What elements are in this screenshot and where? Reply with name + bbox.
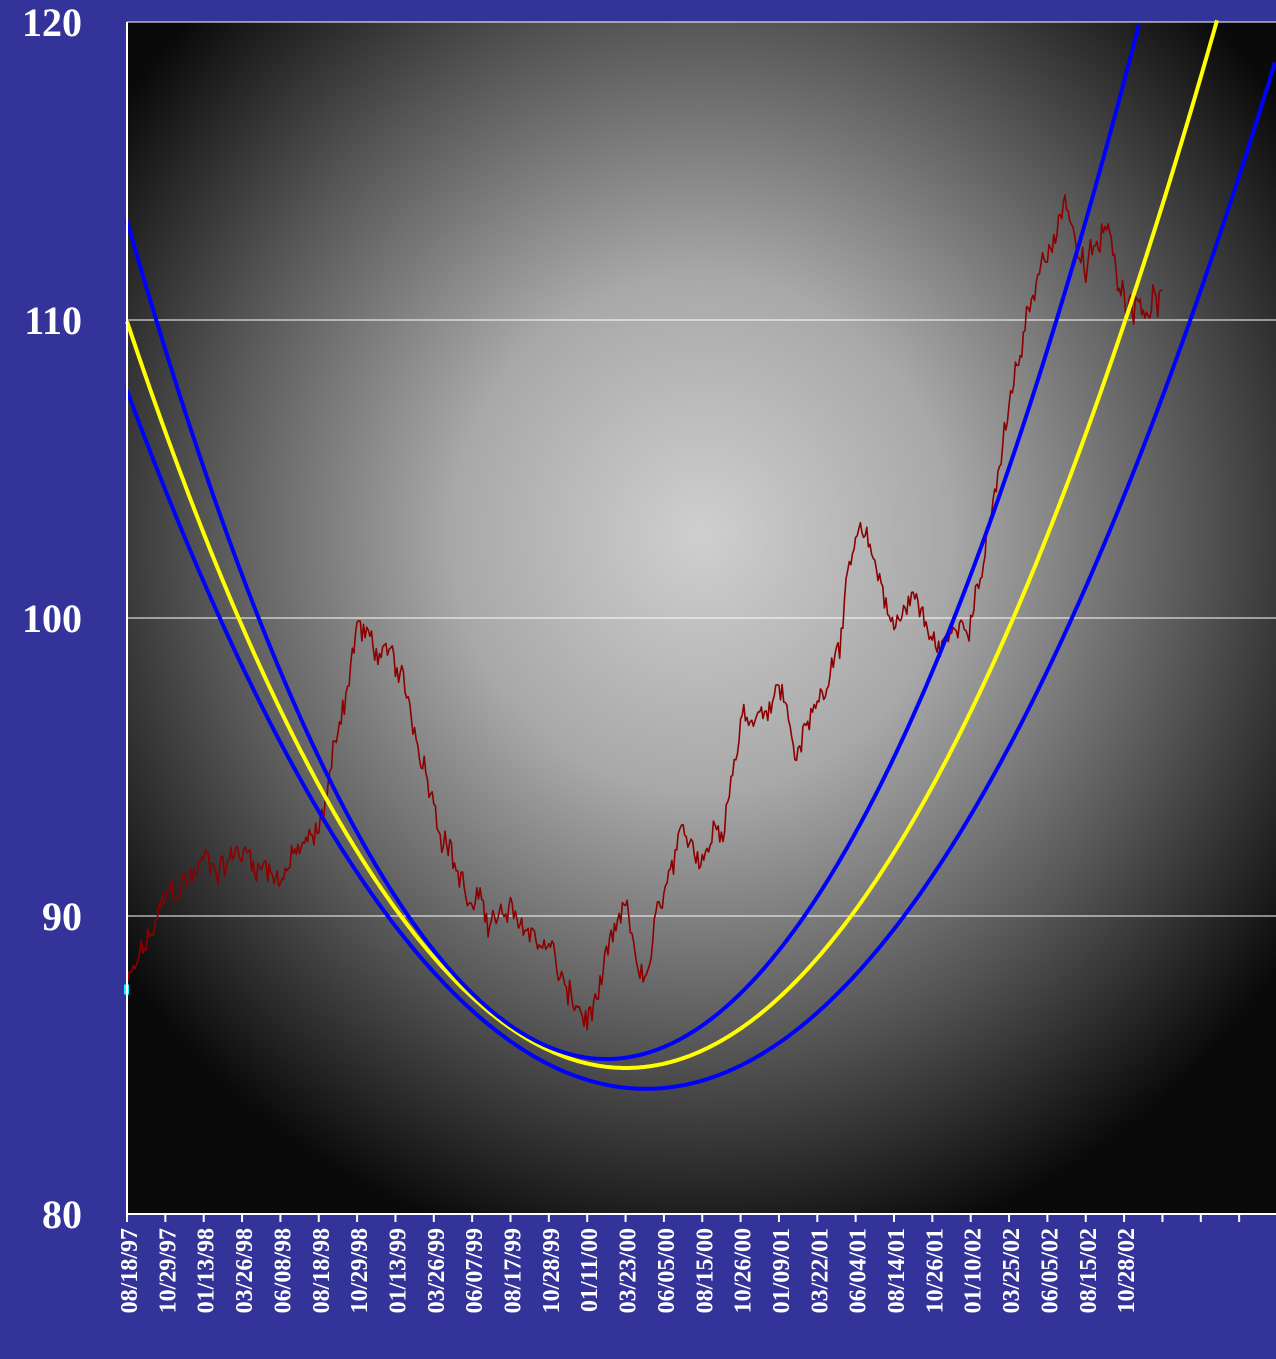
x-tick-label: 01/10/02 — [961, 1228, 987, 1313]
x-tick-label: 10/26/00 — [731, 1228, 757, 1313]
x-tick-label: 01/13/98 — [194, 1228, 220, 1313]
x-tick-label: 03/26/98 — [232, 1228, 258, 1313]
axes: 80 90 100 110 120 08/18/97 10/29/97 01/13/98 03/… — [22, 0, 1276, 1313]
lower-band-curve — [125, 61, 1276, 1091]
x-tick-label: 10/26/01 — [922, 1228, 948, 1313]
x-tick-label: 01/11/00 — [577, 1228, 603, 1312]
x-tick-label: 03/25/02 — [999, 1228, 1025, 1313]
x-tick-label: 06/05/00 — [654, 1228, 680, 1313]
x-tick-label: 10/28/99 — [539, 1228, 565, 1313]
x-tick-label: 03/23/00 — [616, 1228, 642, 1313]
x-tick-label: 08/15/00 — [692, 1228, 718, 1313]
x-tick-label: 06/08/98 — [270, 1228, 296, 1313]
y-tick-label-90: 90 — [42, 894, 82, 939]
y-tick-label-100: 100 — [22, 596, 82, 641]
x-tick-label: 01/13/99 — [385, 1228, 411, 1313]
gridlines — [127, 21, 1276, 917]
x-tick-label: 01/09/01 — [769, 1228, 795, 1313]
x-tick-label: 03/26/99 — [424, 1228, 450, 1313]
x-tick-label: 10/28/02 — [1114, 1228, 1140, 1313]
x-tick-label: 03/22/01 — [807, 1228, 833, 1313]
x-tick-label: 10/29/97 — [155, 1228, 181, 1313]
y-tick-label-80: 80 — [42, 1192, 82, 1237]
x-tick-label: 08/15/02 — [1076, 1228, 1102, 1313]
x-tick-label: 10/29/98 — [347, 1228, 373, 1313]
x-tick-label: 06/07/99 — [462, 1228, 488, 1313]
y-tick-label-110: 110 — [24, 298, 82, 343]
upper-band-curve — [125, 23, 1141, 1061]
fit-curve — [125, 19, 1219, 1070]
x-tick-label: 08/14/01 — [884, 1228, 910, 1313]
x-tick-label: 08/17/99 — [501, 1228, 527, 1313]
y-tick-label-120: 120 — [22, 0, 82, 45]
x-tick-label: 08/18/97 — [117, 1228, 143, 1313]
x-tick-label: 06/04/01 — [846, 1228, 872, 1313]
x-tick-label: 08/18/98 — [309, 1228, 335, 1313]
x-tick-label: 06/05/02 — [1037, 1228, 1063, 1313]
